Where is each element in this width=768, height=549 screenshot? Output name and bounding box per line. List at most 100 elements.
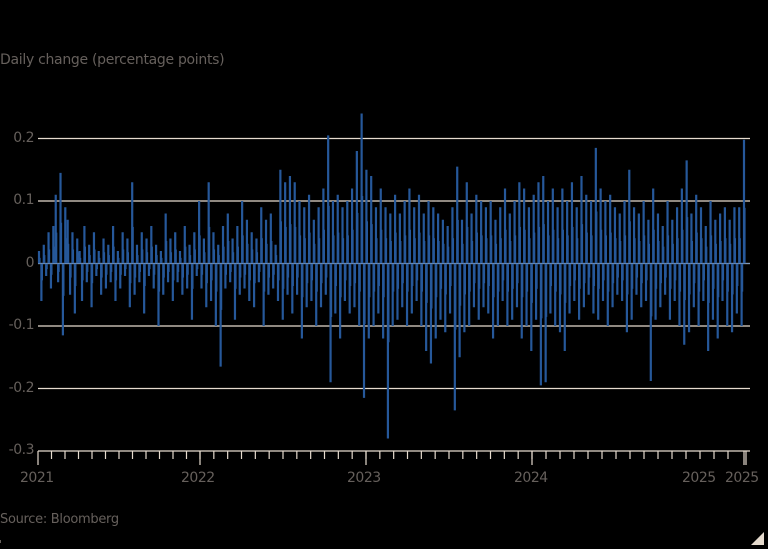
data-bar bbox=[99, 257, 101, 264]
data-bar bbox=[296, 263, 299, 295]
data-bar bbox=[410, 263, 413, 314]
data-bar bbox=[204, 252, 206, 264]
data-bar bbox=[419, 232, 421, 264]
data-bar bbox=[291, 263, 294, 314]
data-bar bbox=[201, 263, 204, 275]
data-bar bbox=[159, 251, 162, 264]
data-bar bbox=[543, 224, 545, 264]
data-bar bbox=[420, 263, 423, 326]
data-bar bbox=[236, 226, 239, 264]
data-bar bbox=[137, 255, 139, 264]
data-bar bbox=[376, 238, 378, 264]
data-bar bbox=[78, 251, 81, 264]
data-bar bbox=[611, 263, 614, 308]
data-bar bbox=[587, 263, 590, 295]
data-bar bbox=[166, 263, 170, 283]
data-bar bbox=[307, 263, 309, 284]
data-bar bbox=[451, 207, 454, 264]
data-bar bbox=[388, 263, 390, 343]
data-bar bbox=[498, 263, 500, 292]
data-bar bbox=[146, 252, 149, 264]
data-bar bbox=[514, 235, 517, 264]
data-bar bbox=[370, 176, 373, 264]
data-bar bbox=[45, 263, 48, 276]
data-bar bbox=[200, 263, 203, 289]
data-bar bbox=[61, 263, 64, 336]
data-bar bbox=[395, 232, 397, 264]
data-bar bbox=[472, 263, 476, 308]
data-bar bbox=[72, 249, 75, 264]
data-bar bbox=[471, 241, 474, 264]
data-bar bbox=[336, 194, 339, 264]
data-bar bbox=[171, 263, 174, 301]
data-bar bbox=[426, 263, 428, 303]
data-bar bbox=[249, 263, 251, 281]
data-bar bbox=[402, 263, 404, 284]
data-bar bbox=[209, 226, 211, 264]
data-bar bbox=[711, 263, 715, 320]
data-bar bbox=[352, 229, 354, 264]
data-bar bbox=[305, 263, 308, 308]
data-bar bbox=[434, 263, 437, 339]
data-bar bbox=[610, 232, 612, 264]
data-bar bbox=[232, 252, 235, 264]
data-bar bbox=[597, 263, 600, 320]
data-bar bbox=[130, 263, 132, 284]
data-bar bbox=[613, 207, 617, 264]
data-bar bbox=[272, 263, 275, 289]
data-bar bbox=[598, 263, 600, 289]
data-bar bbox=[456, 166, 459, 264]
data-bar bbox=[56, 232, 58, 264]
data-bar bbox=[689, 263, 691, 295]
data-bar bbox=[135, 244, 139, 264]
data-bar bbox=[287, 263, 290, 278]
data-bar bbox=[563, 263, 566, 351]
data-bar bbox=[720, 241, 722, 264]
data-bar bbox=[529, 238, 531, 264]
data-bar bbox=[316, 263, 318, 292]
data-bar bbox=[440, 263, 443, 289]
data-bar bbox=[44, 255, 46, 264]
data-bar bbox=[448, 263, 452, 314]
data-bar bbox=[75, 263, 77, 286]
data-bar bbox=[658, 241, 660, 264]
data-bar bbox=[378, 263, 380, 286]
data-bar bbox=[668, 263, 672, 320]
data-bar bbox=[412, 263, 414, 286]
data-bar bbox=[193, 232, 196, 264]
data-bar bbox=[334, 263, 337, 314]
data-bar bbox=[671, 219, 674, 264]
data-bar bbox=[335, 263, 337, 286]
data-bar bbox=[467, 226, 469, 264]
data-bar bbox=[115, 263, 118, 281]
data-bar bbox=[519, 226, 521, 264]
data-bar bbox=[439, 263, 442, 320]
data-bar bbox=[326, 263, 328, 278]
data-bar bbox=[550, 263, 553, 286]
data-bar bbox=[182, 263, 184, 278]
data-bar bbox=[554, 263, 557, 326]
data-bar bbox=[338, 232, 340, 264]
data-bar bbox=[496, 263, 499, 326]
data-bar bbox=[503, 188, 507, 264]
data-bar bbox=[247, 243, 249, 264]
data-bar bbox=[569, 263, 572, 286]
data-bar bbox=[268, 263, 271, 278]
data-bar bbox=[255, 238, 258, 264]
data-bar bbox=[742, 139, 746, 264]
data-bar bbox=[727, 263, 729, 292]
data-bar bbox=[95, 263, 98, 276]
data-bar bbox=[303, 207, 306, 264]
data-bar bbox=[511, 263, 514, 320]
data-bar bbox=[515, 263, 519, 308]
data-bar bbox=[481, 235, 483, 264]
chart-subtitle: Daily change (percentage points) bbox=[0, 52, 225, 68]
data-bar bbox=[330, 263, 333, 317]
data-bar bbox=[328, 205, 330, 264]
data-bar bbox=[205, 263, 208, 308]
data-bar bbox=[310, 263, 313, 301]
data-bar bbox=[592, 263, 595, 314]
data-bar bbox=[181, 263, 184, 295]
data-bar bbox=[596, 211, 598, 264]
